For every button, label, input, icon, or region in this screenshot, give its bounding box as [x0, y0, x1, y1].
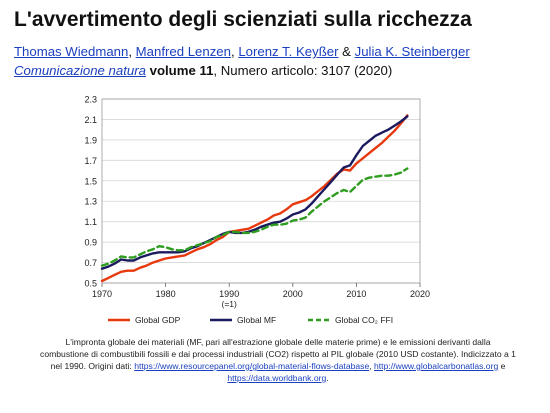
citation-line: Comunicazione natura volume 11, Numero a… — [14, 63, 392, 78]
x-tick-label: 1980 — [156, 289, 176, 299]
legend-label-gdp: Global GDP — [135, 315, 181, 325]
source-link-carbonatlas[interactable]: http://www.globalcarbonatlas.org — [374, 361, 499, 371]
caption-separator: , — [369, 361, 375, 371]
y-tick-label: 1.5 — [84, 176, 97, 186]
y-tick-label: 1.3 — [84, 197, 97, 207]
source-link-resourcepanel[interactable]: https://www.resourcepanel.org/global-mat… — [134, 361, 370, 371]
y-tick-label: 0.9 — [84, 238, 97, 248]
article-info: , Numero articolo: 3107 (2020) — [213, 63, 393, 78]
legend-label-mf: Global MF — [237, 315, 276, 325]
x-tick-label: 1970 — [92, 289, 112, 299]
caption-text: L'impronta globale dei materiali (MF, pa… — [40, 337, 516, 371]
x-tick-label: 2000 — [283, 289, 303, 299]
source-link-worldbank[interactable]: https://data.worldbank.org — [227, 373, 327, 383]
journal-link[interactable]: Comunicazione natura — [14, 63, 146, 78]
series-line-mf — [100, 115, 409, 270]
legend-label-co2: Global CO₂ FFI — [335, 315, 393, 325]
series-line-gdp — [100, 114, 409, 283]
series-line-co2 — [100, 167, 409, 267]
figure-caption: L'impronta globale dei materiali (MF, pa… — [40, 336, 516, 384]
line-chart: 0.5 0.7 0.9 1.1 1.3 1.5 1.7 1.9 2.1 2.3 1970 1980 19… — [84, 95, 430, 326]
author-separator: , — [230, 44, 239, 59]
author-link-4[interactable]: Julia K. Steinberger — [354, 44, 470, 59]
caption-end: . — [326, 373, 329, 383]
y-tick-label: 1.9 — [84, 135, 97, 145]
x-reference-label: (=1) — [222, 299, 238, 309]
slide-title: L'avvertimento degli scienziati sulla ri… — [14, 8, 472, 31]
author-list: Thomas Wiedmann, Manfred Lenzen, Lorenz … — [14, 44, 470, 59]
plot-frame — [101, 98, 421, 284]
author-link-3[interactable]: Lorenz T. Keyßer — [238, 44, 339, 59]
y-tick-label: 1.7 — [84, 156, 97, 166]
y-tick-label: 2.1 — [84, 115, 97, 125]
y-tick-label: 0.7 — [84, 258, 97, 268]
x-tick-label: 1990 — [219, 289, 239, 299]
x-tick-label: 2020 — [410, 289, 430, 299]
author-separator: , — [128, 44, 136, 59]
y-tick-label: 2.3 — [84, 95, 97, 105]
author-separator: & — [338, 44, 355, 59]
caption-separator: e — [498, 361, 506, 371]
volume-label: volume 11 — [149, 63, 214, 78]
author-link-2[interactable]: Manfred Lenzen — [135, 44, 231, 59]
author-link-1[interactable]: Thomas Wiedmann — [14, 44, 129, 59]
y-tick-label: 0.5 — [84, 279, 97, 289]
x-tick-label: 2010 — [346, 289, 366, 299]
y-tick-label: 1.1 — [84, 217, 97, 227]
